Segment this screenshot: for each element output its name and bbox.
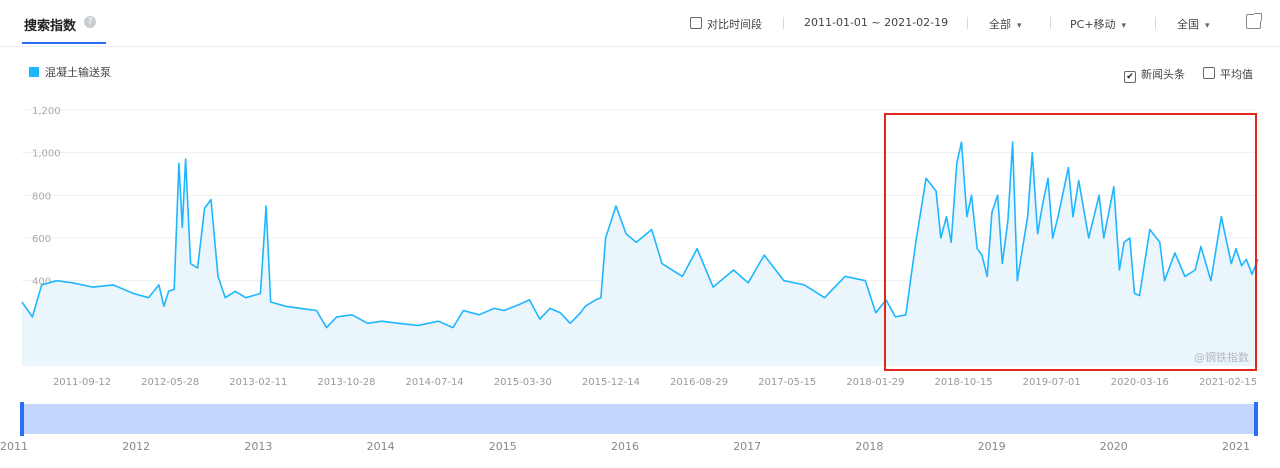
chevron-down-icon: ▾ xyxy=(1121,21,1127,31)
date-range-picker[interactable]: 2011-01-01 ~ 2021-02-19 xyxy=(804,16,949,29)
y-tick-label: 800 xyxy=(32,191,51,202)
highlight-box xyxy=(884,113,1257,371)
slider-year-label: 2011 xyxy=(0,440,28,453)
slider-year-label: 2014 xyxy=(366,440,395,453)
x-tick-label: 2018-10-15 xyxy=(934,377,992,388)
series-area xyxy=(22,142,1258,366)
y-tick-label: 1,000 xyxy=(32,149,61,160)
compare-period-checkbox[interactable]: 对比时间段 xyxy=(690,16,762,32)
series-line xyxy=(21,141,1259,329)
x-tick-label: 2015-03-30 xyxy=(494,377,552,388)
timeline-slider[interactable] xyxy=(22,404,1258,434)
x-tick-label: 2012-05-28 xyxy=(141,377,199,388)
x-tick-label: 2013-10-28 xyxy=(317,377,375,388)
x-tick-label: 2020-03-16 xyxy=(1111,377,1169,388)
x-tick-label: 2011-09-12 xyxy=(53,377,111,388)
export-icon[interactable] xyxy=(1246,13,1262,29)
slider-handle-right[interactable] xyxy=(1254,402,1258,436)
x-tick-label: 2018-01-29 xyxy=(846,377,904,388)
tab-search-index[interactable]: 搜索指数 xyxy=(24,19,77,34)
region-value: 全国 xyxy=(1177,18,1199,31)
slider-year-label: 2012 xyxy=(122,440,151,453)
news-checkbox[interactable]: ✔ 新闻头条 xyxy=(1124,66,1185,83)
scope-select[interactable]: 全部 ▾ xyxy=(989,16,1022,32)
slider-year-label: 2019 xyxy=(977,440,1006,453)
average-checkbox[interactable]: 平均值 xyxy=(1203,66,1253,82)
chevron-down-icon: ▾ xyxy=(1205,21,1210,31)
slider-year-label: 2021 xyxy=(1222,440,1250,453)
slider-handle-left[interactable] xyxy=(20,402,24,436)
region-select[interactable]: 全国 ▾ xyxy=(1177,16,1210,32)
legend-label[interactable]: 混凝土输送泵 xyxy=(45,66,111,79)
average-label: 平均值 xyxy=(1220,68,1253,81)
top-bar: 搜索指数 ? 对比时间段 2011-01-01 ~ 2021-02-19 全部 ▾… xyxy=(0,0,1280,47)
x-tick-label: 2017-05-15 xyxy=(758,377,816,388)
slider-year-label: 2015 xyxy=(488,440,517,453)
news-label: 新闻头条 xyxy=(1141,68,1185,81)
device-value: PC+移动 xyxy=(1070,18,1116,31)
scope-value: 全部 xyxy=(989,18,1011,31)
slider-year-label: 2013 xyxy=(244,440,273,453)
divider xyxy=(967,17,968,29)
active-tab-underline xyxy=(22,42,106,44)
legend-swatch[interactable] xyxy=(29,67,39,77)
chevron-down-icon: ▾ xyxy=(1017,21,1022,31)
slider-year-label: 2016 xyxy=(611,440,639,453)
x-tick-label: 2013-02-11 xyxy=(229,377,287,388)
x-tick-label: 2014-07-14 xyxy=(406,377,464,388)
x-tick-label: 2021-02-15 xyxy=(1199,377,1257,388)
checkbox-checked-icon: ✔ xyxy=(1124,71,1136,83)
watermark: @钢铁指数 xyxy=(1194,351,1249,364)
checkbox-icon xyxy=(1203,67,1215,79)
x-tick-label: 2016-08-29 xyxy=(670,377,728,388)
device-select[interactable]: PC+移动 ▾ xyxy=(1070,16,1126,32)
divider xyxy=(783,17,784,29)
compare-period-label: 对比时间段 xyxy=(707,18,762,31)
y-tick-label: 600 xyxy=(32,234,51,245)
slider-year-label: 2020 xyxy=(1099,440,1128,453)
help-icon[interactable]: ? xyxy=(84,16,96,28)
y-tick-label: 400 xyxy=(32,277,51,288)
checkbox-icon xyxy=(690,17,702,29)
slider-year-label: 2017 xyxy=(733,440,762,453)
y-tick-label: 1,200 xyxy=(32,106,61,117)
x-tick-label: 2019-07-01 xyxy=(1023,377,1081,388)
trend-chart[interactable]: 1,2001,0008006004002002011-09-122012-05-… xyxy=(0,90,1280,390)
divider xyxy=(1050,17,1051,29)
slider-year-label: 2018 xyxy=(855,440,884,453)
divider xyxy=(1155,17,1156,29)
x-tick-label: 2015-12-14 xyxy=(582,377,640,388)
